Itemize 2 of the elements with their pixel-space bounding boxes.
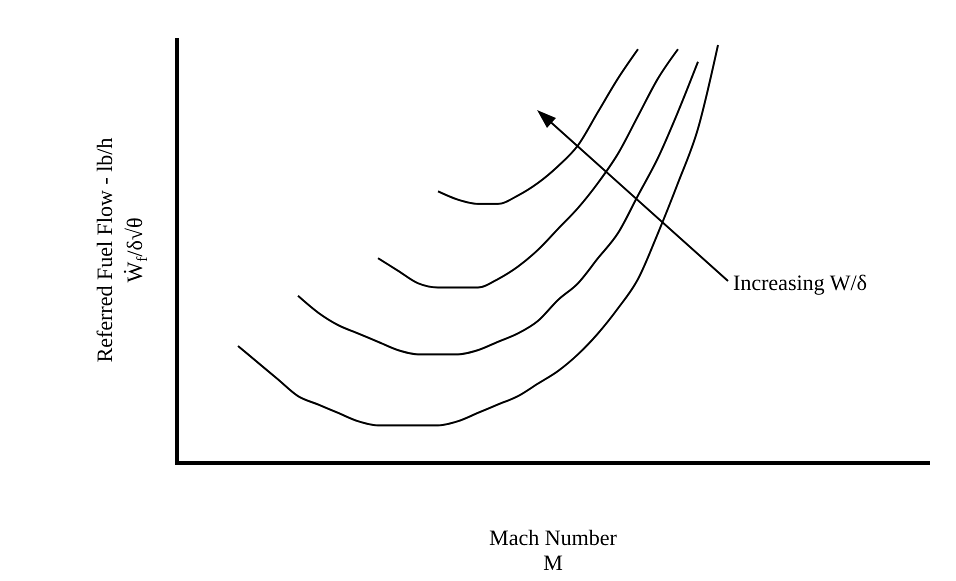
x-axis-title: Mach Number M [489,525,618,575]
text: Increasing W/δ [733,270,867,295]
